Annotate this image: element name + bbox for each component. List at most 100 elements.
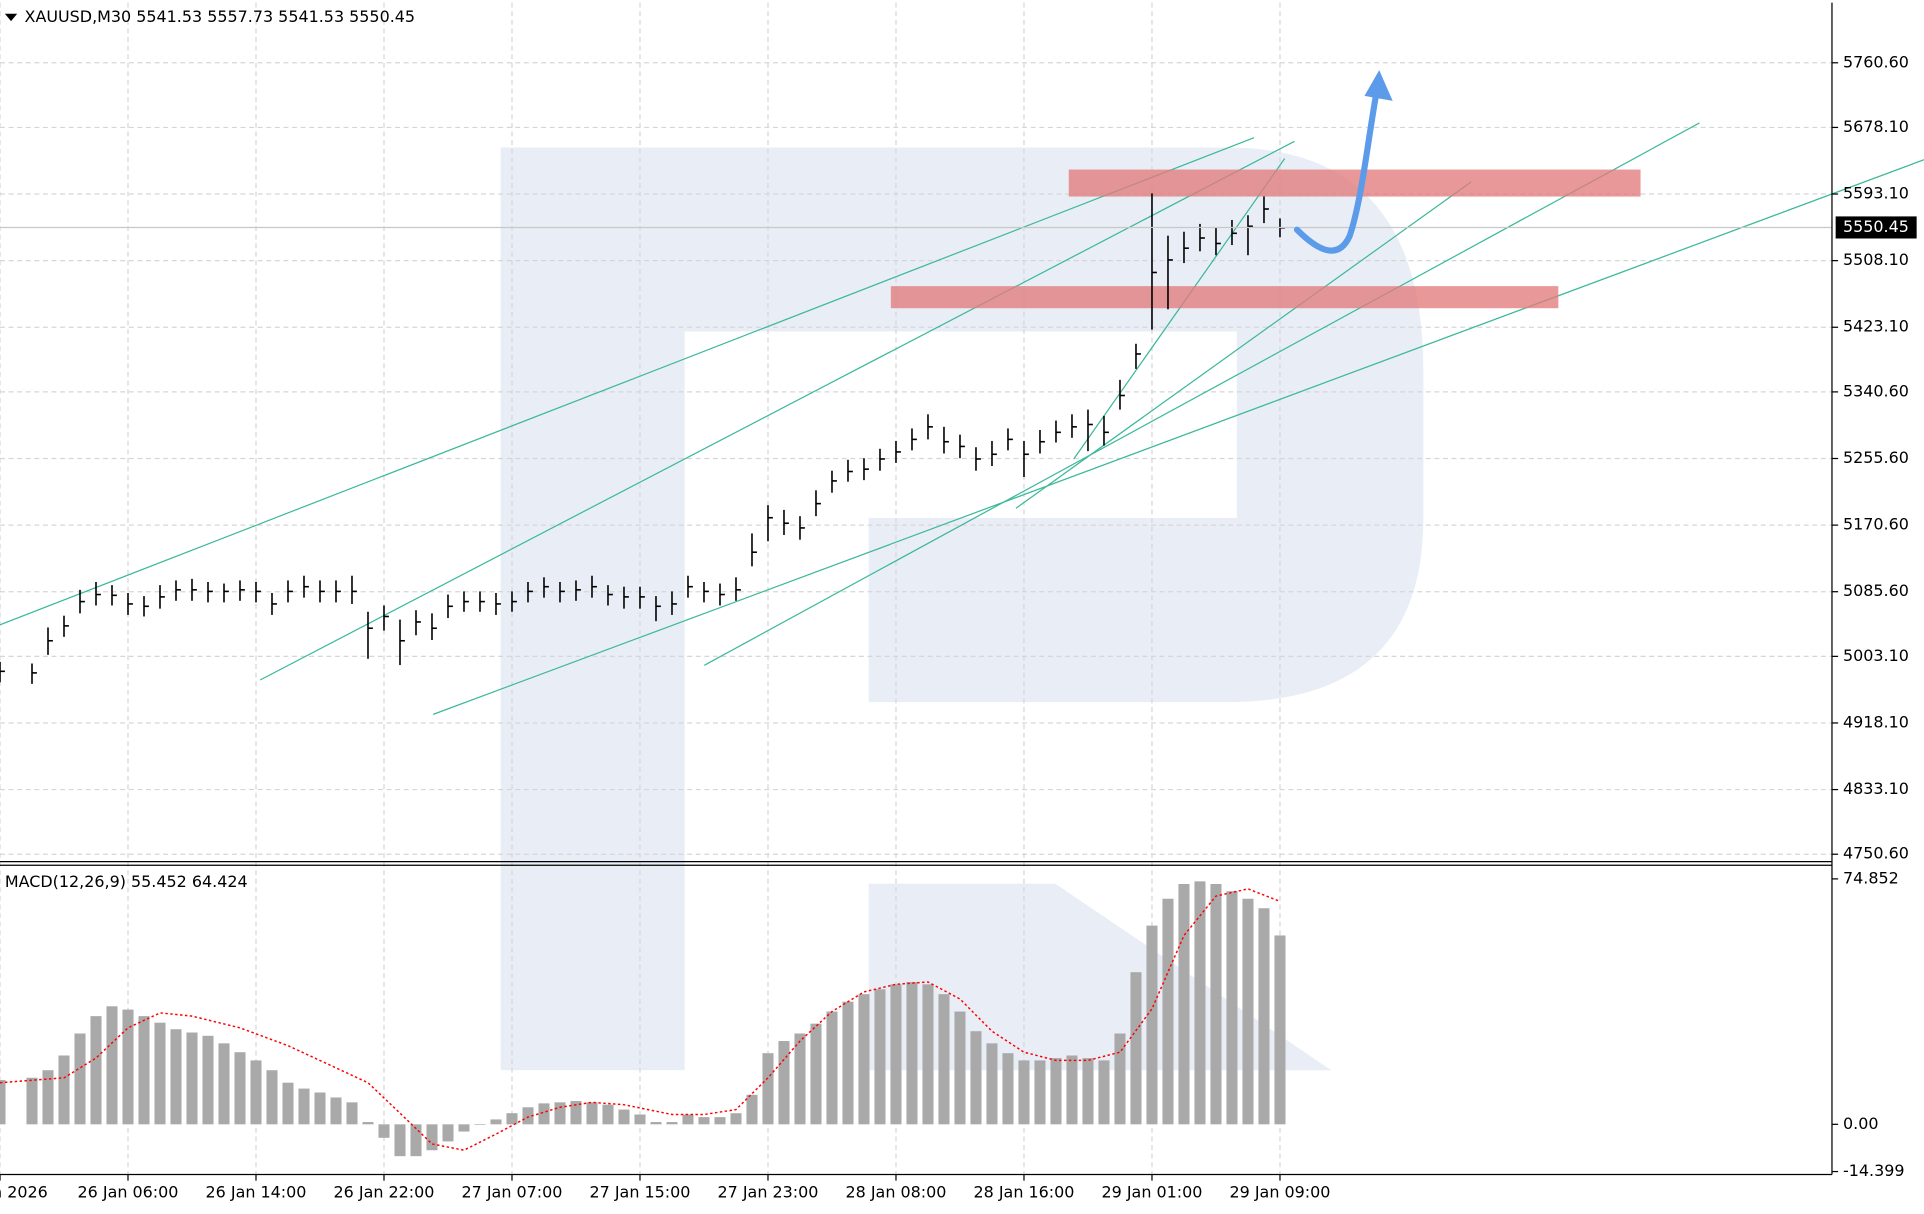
histogram-bar xyxy=(314,1092,326,1125)
histogram-bar xyxy=(506,1113,518,1125)
histogram-bar xyxy=(906,982,918,1125)
y-tick-label: 5593.10 xyxy=(1843,184,1909,203)
macd-title: MACD(12,26,9) 55.452 64.424 xyxy=(5,872,248,891)
last-price-label: 5550.45 xyxy=(1843,217,1909,236)
trend-line xyxy=(704,122,1700,666)
x-tick-label: 23 Jan 2026 xyxy=(0,1182,48,1201)
histogram-bar xyxy=(410,1124,422,1157)
histogram-bar xyxy=(778,1041,790,1125)
y-tick-label: 5170.60 xyxy=(1843,515,1909,534)
forecast-arrow xyxy=(1293,70,1393,254)
histogram-bar xyxy=(586,1102,598,1125)
trend-line xyxy=(1073,158,1286,460)
histogram-bar xyxy=(794,1033,806,1125)
x-tick-label: 28 Jan 16:00 xyxy=(974,1182,1075,1201)
histogram-bar xyxy=(1210,883,1222,1125)
histogram-bar xyxy=(874,989,886,1125)
histogram-bar xyxy=(330,1097,342,1125)
x-tick-label: 29 Jan 01:00 xyxy=(1102,1182,1203,1201)
histogram-bar xyxy=(1226,891,1238,1125)
y-tick-label: 5508.10 xyxy=(1843,250,1909,269)
histogram-bar xyxy=(170,1029,182,1125)
chart-title: XAUUSD,M30 5541.53 5557.73 5541.53 5550.… xyxy=(25,7,416,26)
histogram-bar xyxy=(650,1122,662,1125)
signal-line xyxy=(0,888,1281,1151)
y-tick-label: 5003.10 xyxy=(1843,646,1909,665)
histogram-bar xyxy=(746,1094,758,1125)
trend-line xyxy=(0,137,1255,626)
histogram-bar xyxy=(762,1053,774,1125)
histogram-bar xyxy=(74,1033,86,1125)
histogram-bar xyxy=(1002,1053,1014,1125)
histogram-bar xyxy=(362,1122,374,1125)
histogram-bar xyxy=(1018,1060,1030,1125)
x-tick-label: 28 Jan 08:00 xyxy=(846,1182,947,1201)
menu-triangle[interactable] xyxy=(4,13,18,22)
arrow-body xyxy=(1293,87,1380,254)
histogram-bar xyxy=(1178,883,1190,1125)
histogram-bar xyxy=(106,1006,118,1125)
histogram-bar xyxy=(666,1122,678,1125)
histogram-bar xyxy=(522,1107,534,1125)
histogram-bar xyxy=(1274,935,1286,1125)
x-tick-label: 27 Jan 15:00 xyxy=(590,1182,691,1201)
x-tick-label: 29 Jan 09:00 xyxy=(1230,1182,1331,1201)
histogram-bar xyxy=(138,1016,150,1125)
histogram-bar xyxy=(826,1011,838,1125)
histogram-bar xyxy=(186,1032,198,1125)
x-tick-label: 26 Jan 06:00 xyxy=(78,1182,179,1201)
histogram-bar xyxy=(970,1031,982,1125)
trend-line xyxy=(1015,181,1472,509)
histogram-bar xyxy=(682,1114,694,1125)
histogram-bar xyxy=(1114,1033,1126,1125)
y-tick-label: -14.399 xyxy=(1843,1161,1905,1180)
histogram-bar xyxy=(554,1102,566,1125)
histogram-bar xyxy=(890,984,902,1125)
trend-lines xyxy=(0,122,1924,715)
histogram-bar xyxy=(858,994,870,1125)
watermark-stem xyxy=(500,147,685,1071)
histogram-bar xyxy=(250,1060,262,1125)
histogram-bar xyxy=(1050,1058,1062,1125)
y-tick-label: 74.852 xyxy=(1843,868,1899,887)
histogram-bar xyxy=(1162,898,1174,1125)
y-tick-label: 4918.10 xyxy=(1843,712,1909,731)
arrow-head xyxy=(1364,70,1393,101)
histogram-bar xyxy=(458,1124,470,1132)
histogram-bar xyxy=(730,1113,742,1125)
histogram-bar xyxy=(202,1035,214,1125)
histogram-bar xyxy=(938,994,950,1125)
histogram-bar xyxy=(922,984,934,1125)
histogram-bar xyxy=(154,1022,166,1125)
y-tick-label: 5760.60 xyxy=(1843,52,1909,71)
resistance-zone xyxy=(1068,169,1641,197)
y-tick-label: 5340.60 xyxy=(1843,381,1909,400)
histogram-bar xyxy=(602,1104,614,1125)
histogram-bar xyxy=(842,1001,854,1125)
histogram-bar xyxy=(394,1124,406,1157)
plot xyxy=(0,193,1832,1157)
histogram-bar xyxy=(618,1109,630,1125)
histogram-bar xyxy=(426,1124,438,1151)
histogram-bar xyxy=(0,1080,6,1125)
histogram-bar xyxy=(474,1124,486,1125)
x-tick-label: 27 Jan 07:00 xyxy=(462,1182,563,1201)
support-zone xyxy=(890,286,1559,309)
histogram-bar xyxy=(442,1124,454,1142)
histogram-bar xyxy=(298,1088,310,1125)
x-tick-label: 26 Jan 22:00 xyxy=(334,1182,435,1201)
y-tick-label: 5423.10 xyxy=(1843,317,1909,336)
histogram-bar xyxy=(634,1114,646,1125)
histogram-bar xyxy=(42,1070,54,1125)
histogram-bar xyxy=(714,1117,726,1125)
histogram-bar xyxy=(1130,972,1142,1125)
histogram-bar xyxy=(1082,1058,1094,1125)
y-tick-label: 0.00 xyxy=(1843,1114,1879,1133)
y-tick-label: 5678.10 xyxy=(1843,117,1909,136)
histogram-bar xyxy=(1034,1060,1046,1125)
histogram-bar xyxy=(954,1011,966,1125)
histogram-bar xyxy=(90,1016,102,1125)
histogram-bar xyxy=(986,1043,998,1125)
histogram-bar xyxy=(1258,908,1270,1125)
